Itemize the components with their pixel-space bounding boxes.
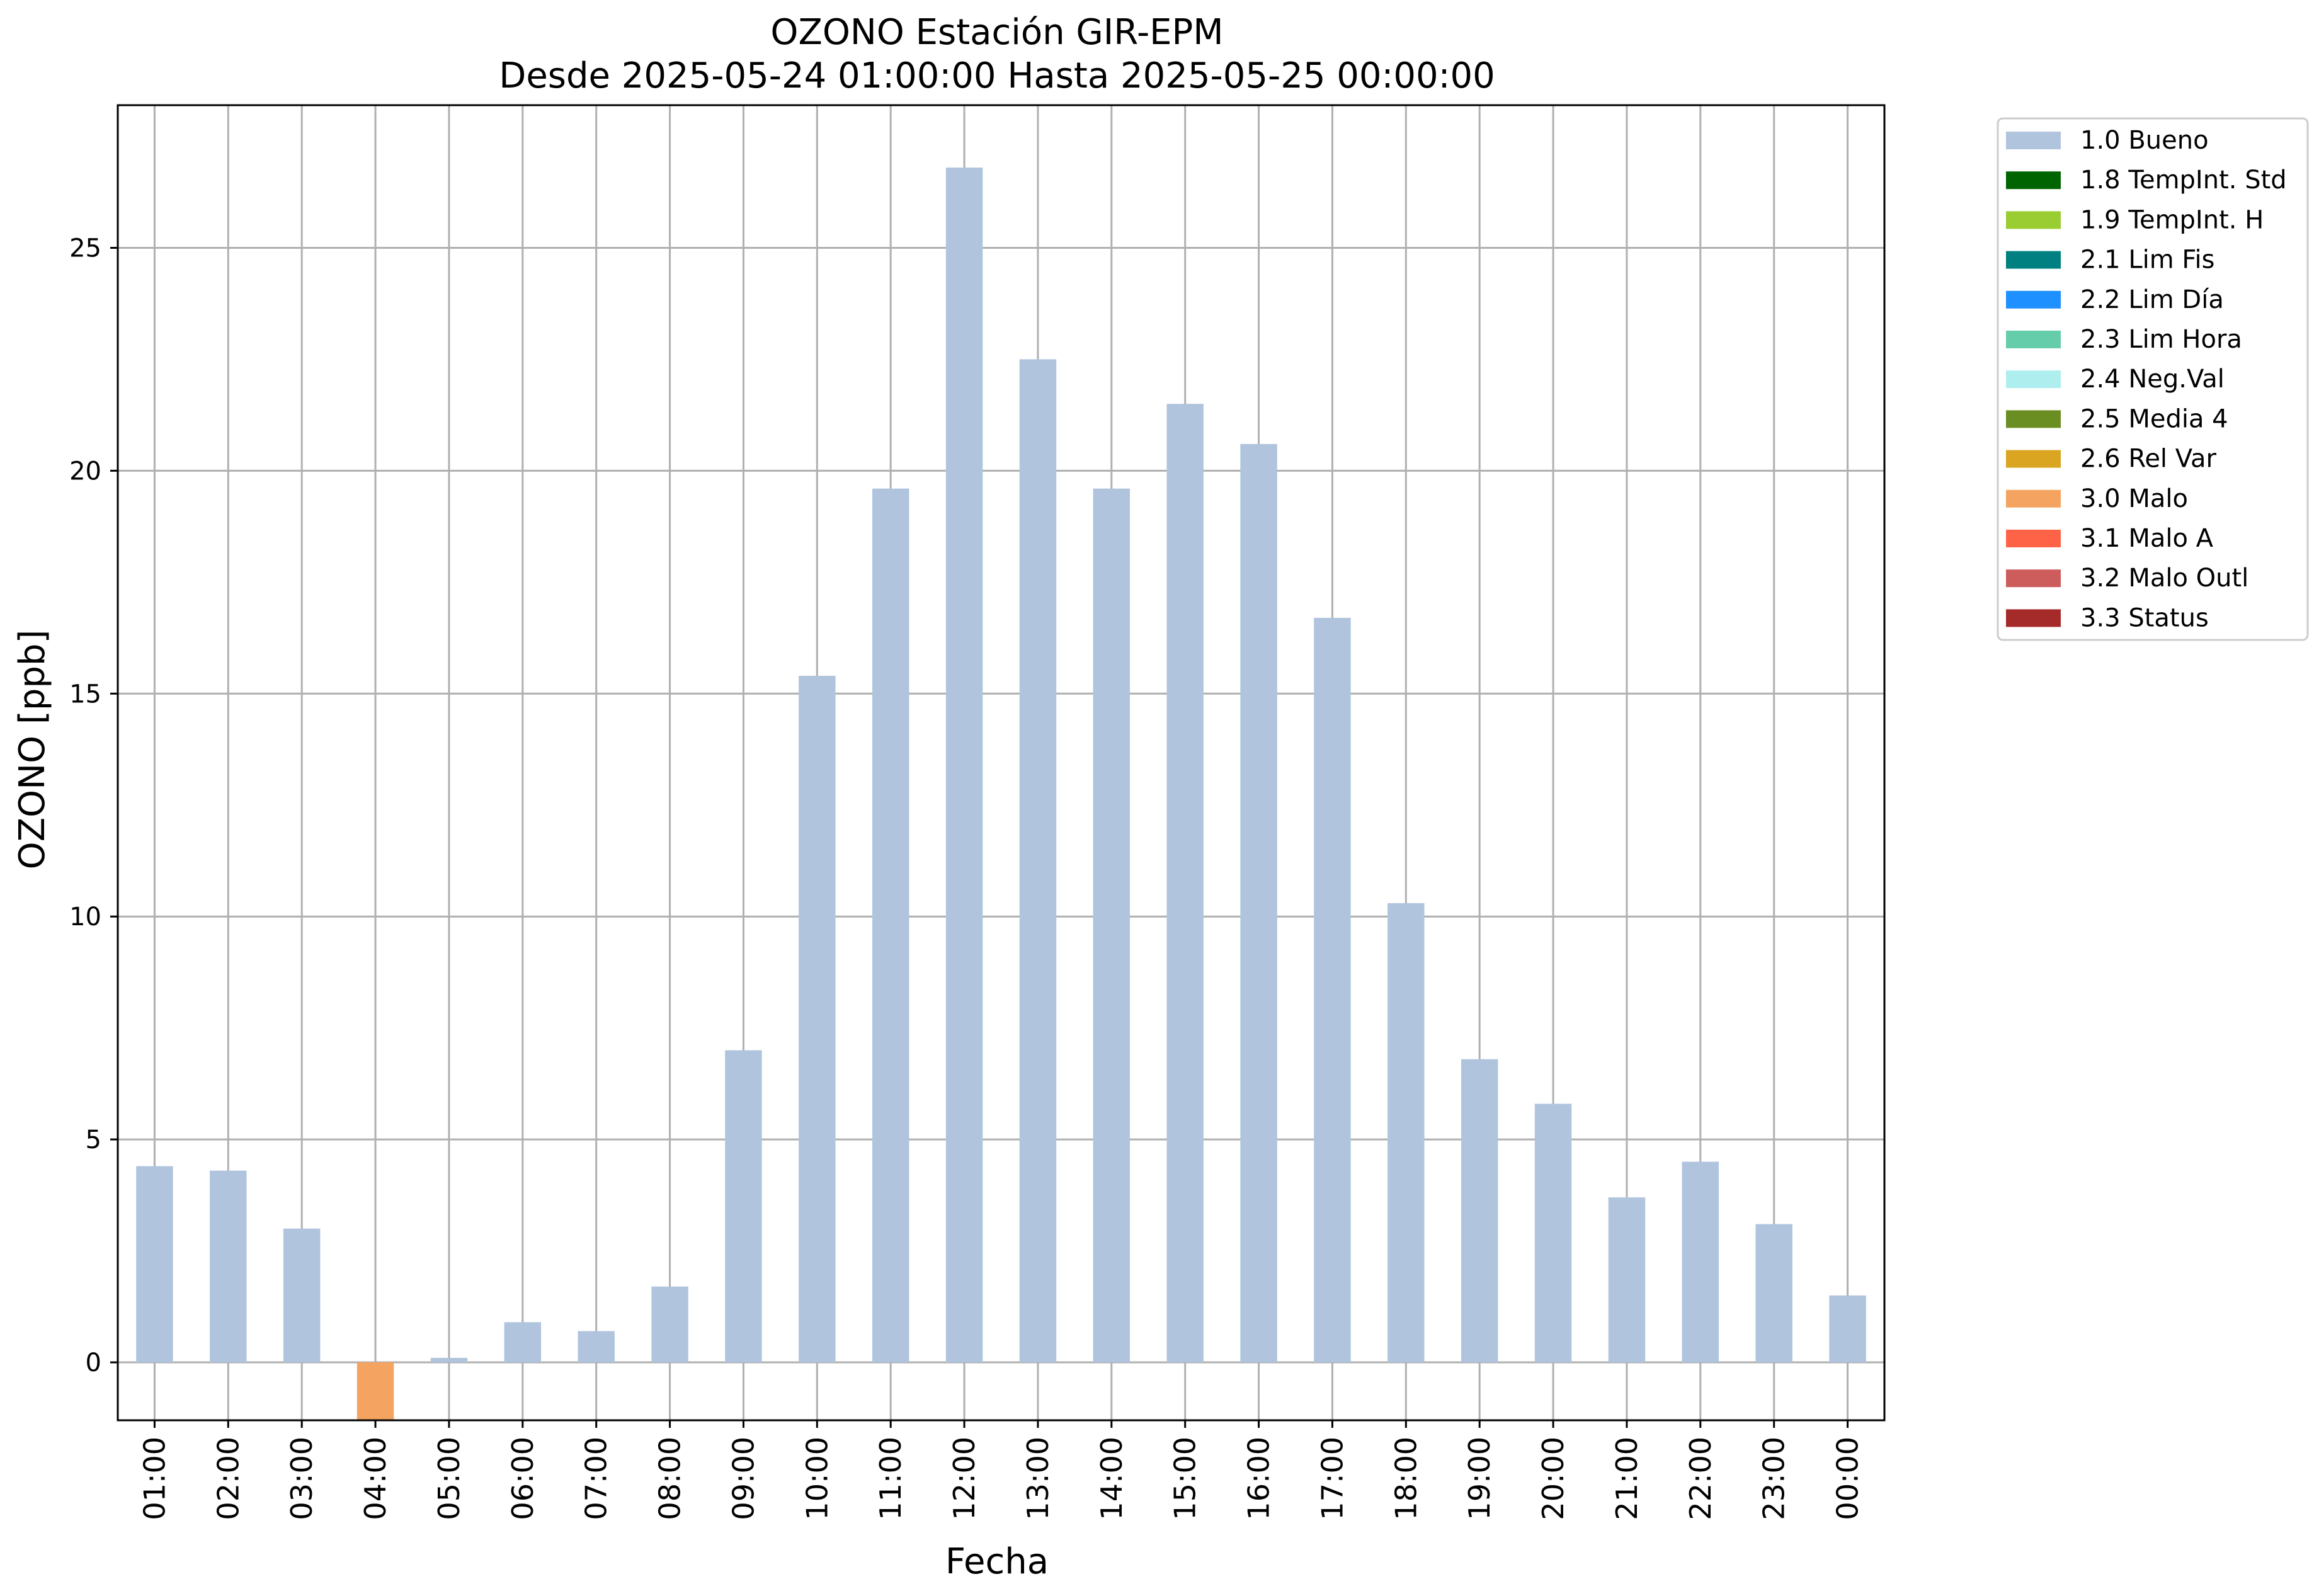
legend-swatch — [2006, 132, 2061, 149]
x-tick-label: 21:00 — [1610, 1437, 1644, 1520]
x-tick-label: 16:00 — [1242, 1437, 1276, 1520]
bar-2000 — [1534, 1103, 1572, 1362]
bar-1400 — [1093, 488, 1131, 1362]
bar-1800 — [1387, 903, 1425, 1362]
x-tick-label: 03:00 — [285, 1437, 319, 1520]
legend-swatch — [2006, 370, 2061, 389]
x-axis-label: Fecha — [945, 1541, 1049, 1582]
x-tick-label: 23:00 — [1757, 1437, 1791, 1520]
legend-entry-label: 1.0 Bueno — [2080, 126, 2209, 155]
x-tick-label: 08:00 — [653, 1437, 687, 1520]
legend-swatch — [2006, 609, 2061, 627]
bar-1300 — [1019, 359, 1057, 1362]
x-tick-label: 19:00 — [1462, 1437, 1496, 1520]
legend-entry-label: 1.8 TempInt. Std — [2080, 166, 2287, 195]
plot-frame — [117, 104, 1886, 1422]
legend-swatch — [2006, 211, 2061, 229]
chart-subtitle: Desde 2025-05-24 01:00:00 Hasta 2025-05-… — [499, 55, 1495, 96]
bar-0700 — [578, 1331, 615, 1362]
y-axis: 0 5 10 15 20 25 — [69, 234, 118, 1377]
bar-2300 — [1755, 1224, 1792, 1362]
y-tick-label: 0 — [86, 1348, 101, 1377]
bar-1000 — [799, 675, 836, 1362]
legend: 1.0 Bueno 1.8 TempInt. Std 1.9 TempInt. H 2… — [1997, 117, 2309, 641]
legend-entry-label: 2.5 Media 4 — [2080, 404, 2228, 433]
legend-entry-label: 2.6 Rel Var — [2080, 445, 2217, 474]
legend-entry-label: 3.3 Status — [2080, 603, 2209, 632]
legend-swatch — [2006, 251, 2061, 269]
legend-entry-label: 1.9 TempInt. H — [2080, 205, 2264, 234]
legend-entry-label: 2.3 Lim Hora — [2080, 325, 2242, 354]
x-tick-label: 02:00 — [211, 1437, 245, 1520]
bar-0900 — [725, 1050, 762, 1362]
x-tick-label: 17:00 — [1315, 1437, 1349, 1520]
bar-0500 — [430, 1357, 468, 1362]
bar-0000 — [1829, 1295, 1866, 1362]
bar-2200 — [1682, 1161, 1719, 1362]
legend-swatch — [2006, 331, 2061, 348]
bar-1500 — [1166, 404, 1204, 1362]
x-tick-label: 04:00 — [358, 1437, 392, 1520]
x-tick-label: 15:00 — [1168, 1437, 1202, 1520]
y-tick-label: 10 — [69, 903, 101, 932]
bar-0600 — [504, 1322, 542, 1362]
bar-1900 — [1461, 1059, 1498, 1362]
bar-0200 — [210, 1170, 247, 1362]
legend-box — [1997, 117, 2309, 641]
x-tick-label: 06:00 — [506, 1437, 540, 1520]
bar-2100 — [1608, 1197, 1646, 1362]
x-axis: 01:00 02:00 03:00 04:00 05:00 06:00 07:00 08:00… — [137, 1420, 1865, 1520]
x-tick-label: 20:00 — [1536, 1437, 1570, 1520]
legend-swatch — [2006, 489, 2061, 508]
legend-entry-label: 3.1 Malo A — [2080, 524, 2214, 553]
legend-entry-label: 3.0 Malo — [2080, 484, 2188, 513]
chart-title: OZONO Estación GIR-EPM — [770, 12, 1223, 53]
x-tick-label: 18:00 — [1389, 1437, 1423, 1520]
x-tick-label: 05:00 — [432, 1437, 466, 1520]
bar-0100 — [136, 1166, 173, 1362]
bar-1600 — [1240, 443, 1277, 1362]
bar-0800 — [651, 1286, 688, 1362]
legend-entry-label: 2.4 Neg.Val — [2080, 365, 2225, 394]
legend-swatch — [2006, 410, 2061, 428]
x-tick-label: 07:00 — [579, 1437, 613, 1520]
bars — [136, 168, 1866, 1420]
legend-swatch — [2006, 171, 2061, 190]
x-tick-label: 14:00 — [1095, 1437, 1129, 1520]
bar-1700 — [1314, 617, 1351, 1362]
x-tick-label: 13:00 — [1021, 1437, 1055, 1520]
legend-entry-label: 2.1 Lim Fis — [2080, 246, 2214, 275]
legend-swatch — [2006, 530, 2061, 547]
legend-swatch — [2006, 290, 2061, 309]
y-tick-label: 20 — [69, 457, 101, 486]
bar-0400 — [356, 1362, 394, 1420]
x-tick-label: 09:00 — [726, 1437, 760, 1520]
x-tick-label: 01:00 — [137, 1437, 171, 1520]
y-tick-label: 25 — [69, 234, 101, 263]
legend-entry-label: 3.2 Malo Outl — [2080, 564, 2248, 593]
bar-0300 — [283, 1228, 321, 1362]
x-tick-label: 22:00 — [1684, 1437, 1718, 1520]
y-tick-label: 5 — [86, 1126, 101, 1154]
bar-1200 — [945, 168, 983, 1362]
y-tick-label: 15 — [69, 680, 101, 709]
y-axis-label: OZONO [ppb] — [12, 630, 53, 870]
x-tick-label: 10:00 — [800, 1437, 834, 1520]
x-tick-label: 12:00 — [947, 1437, 981, 1520]
x-tick-label: 11:00 — [874, 1437, 908, 1520]
bar-1100 — [872, 488, 909, 1362]
legend-swatch — [2006, 569, 2061, 588]
x-tick-label: 00:00 — [1831, 1437, 1865, 1520]
legend-swatch — [2006, 450, 2061, 468]
legend-entry-label: 2.2 Lim Día — [2080, 285, 2224, 314]
